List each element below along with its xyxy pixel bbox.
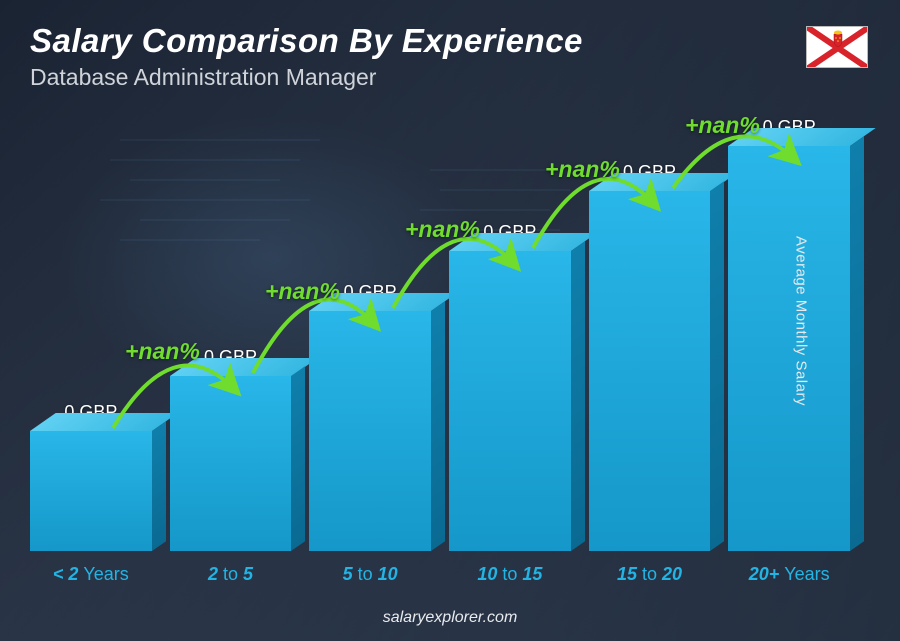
bar xyxy=(589,191,711,551)
bar-front-face xyxy=(449,251,571,551)
x-axis-label: 5 to 10 xyxy=(309,564,431,585)
chart-title: Salary Comparison By Experience xyxy=(30,22,583,60)
x-axis-label: 15 to 20 xyxy=(589,564,711,585)
bar-front-face xyxy=(309,311,431,551)
chart-area: 0 GBP0 GBP0 GBP0 GBP0 GBP0 GBP < 2 Years… xyxy=(30,120,850,581)
x-axis-label: 10 to 15 xyxy=(449,564,571,585)
bar-slot: 0 GBP xyxy=(170,347,292,551)
bar-side-face xyxy=(291,366,305,551)
bar-side-face xyxy=(431,301,445,551)
bars-row: 0 GBP0 GBP0 GBP0 GBP0 GBP0 GBP xyxy=(30,120,850,551)
bar xyxy=(449,251,571,551)
jersey-flag xyxy=(806,26,868,68)
flag-svg xyxy=(807,27,868,68)
bar-slot: 0 GBP xyxy=(728,117,850,551)
title-block: Salary Comparison By Experience Database… xyxy=(30,22,583,91)
bar xyxy=(728,146,850,551)
bar-side-face xyxy=(710,181,724,551)
x-axis-label: 2 to 5 xyxy=(170,564,292,585)
x-axis-label: 20+ Years xyxy=(728,564,850,585)
x-axis-label: < 2 Years xyxy=(30,564,152,585)
x-axis-labels: < 2 Years 2 to 5 5 to 10 10 to 15 15 to 20 20… xyxy=(30,564,850,585)
bar-front-face xyxy=(170,376,292,551)
chart-subtitle: Database Administration Manager xyxy=(30,64,583,91)
bar xyxy=(170,376,292,551)
footer-attribution: salaryexplorer.com xyxy=(0,609,900,627)
bar-side-face xyxy=(850,136,864,551)
bar xyxy=(309,311,431,551)
bar-slot: 0 GBP xyxy=(309,282,431,551)
bar-side-face xyxy=(152,421,166,551)
bar-front-face xyxy=(589,191,711,551)
bar-slot: 0 GBP xyxy=(30,402,152,551)
bar-slot: 0 GBP xyxy=(589,162,711,551)
y-axis-label: Average Monthly Salary xyxy=(793,236,810,406)
bar-slot: 0 GBP xyxy=(449,222,571,551)
bar-front-face xyxy=(728,146,850,551)
infographic-container: Salary Comparison By Experience Database… xyxy=(0,0,900,641)
bar-front-face xyxy=(30,431,152,551)
bar xyxy=(30,431,152,551)
bar-side-face xyxy=(571,241,585,551)
